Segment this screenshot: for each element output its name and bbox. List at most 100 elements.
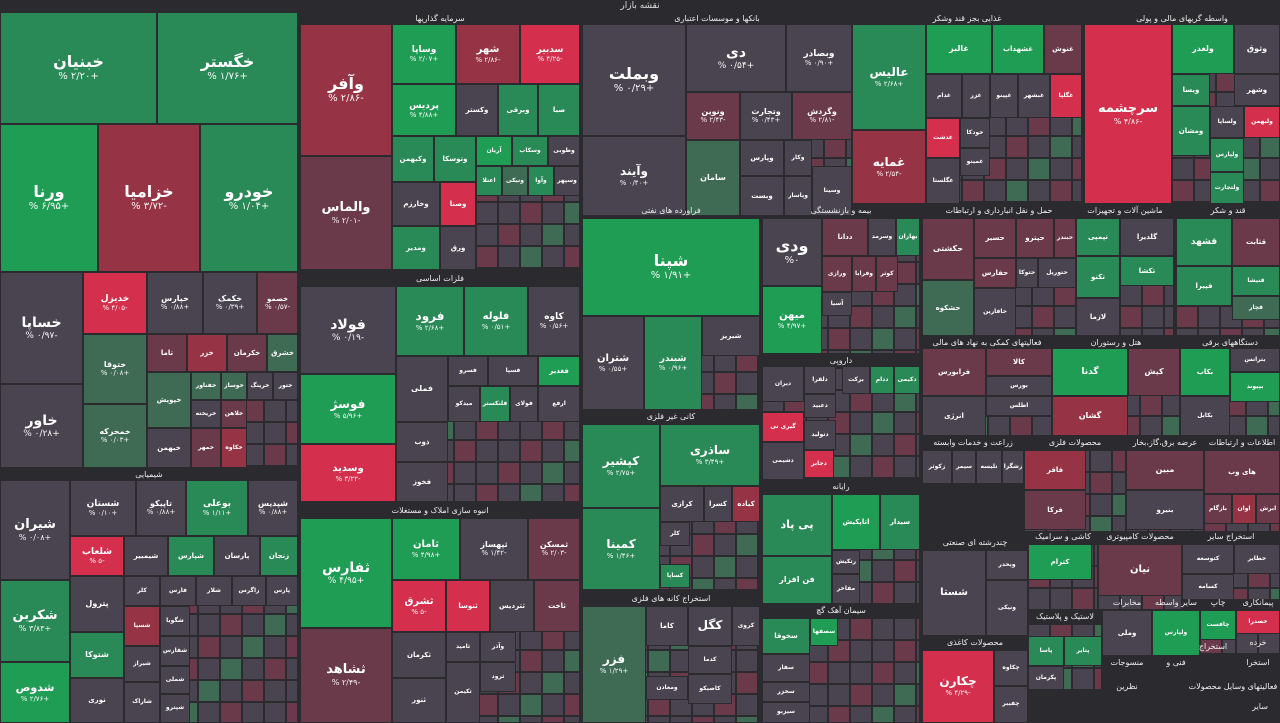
stock-tile[interactable]: خشرق [267,334,298,372]
stock-tile[interactable]: شپنا +۱/۹۱ % [582,218,760,316]
stock-tile[interactable]: وصنا [440,182,476,226]
stock-tile[interactable]: غشهداب [992,24,1044,74]
stock-tile[interactable]: ثاخت [534,580,580,632]
stock-tile[interactable]: وآوا [528,166,554,196]
stock-tile[interactable]: شلار [196,576,232,606]
stock-tile[interactable]: حکشتی [922,218,974,280]
stock-tile[interactable]: حبندر [1054,218,1076,258]
stock-tile[interactable]: تکشا [1120,256,1174,286]
stock-tile[interactable]: ثشرق -۵ % [392,580,446,632]
stock-tile[interactable]: وکستر [456,84,498,136]
stock-tile[interactable]: فارس [160,576,196,606]
stock-tile[interactable]: خزامیا -۳/۷۲ % [98,124,200,272]
stock-tile[interactable]: قثابت [1232,218,1280,266]
stock-tile[interactable]: غمینو [960,148,990,176]
stock-tile[interactable]: ولغدر [1172,24,1234,74]
stock-tile[interactable]: حفارس [974,258,1016,288]
stock-tile[interactable]: شلعاب -۵ % [70,536,124,576]
stock-tile[interactable]: فرابورس [922,348,986,396]
stock-tile[interactable]: خپویش [147,372,191,428]
stock-tile[interactable]: تلیسه [976,450,1002,484]
stock-tile[interactable]: کدما [688,646,732,674]
stock-tile[interactable]: ثامان +۴/۹۸ % [392,518,460,580]
stock-tile[interactable]: بپیوند [1230,372,1280,402]
stock-tile[interactable]: پاسا [1028,636,1064,666]
stock-tile[interactable]: میهن +۴/۹۷ % [762,286,822,354]
stock-tile[interactable]: دلقرا [804,366,836,394]
stock-tile[interactable]: دکیمی [894,366,920,394]
stock-tile[interactable]: وپارس [740,140,784,176]
stock-tile[interactable]: ویسا [1172,74,1210,106]
stock-tile[interactable]: بورس [986,376,1052,396]
stock-tile[interactable]: غگلپا [1050,74,1082,118]
stock-tile[interactable]: غزر [962,74,990,118]
stock-tile[interactable]: خوساز [221,372,247,400]
stock-tile[interactable]: شیراز [124,646,160,682]
stock-tile[interactable]: شیران +۰/۰۸ % [0,480,70,580]
stock-tile[interactable]: وبحدر [986,550,1028,580]
stock-tile[interactable]: ثمسکن -۲/۰۳ % [528,518,580,580]
stock-tile[interactable]: پکرمان [1028,666,1064,690]
stock-tile[interactable]: کاوه +۰/۵۶ % [528,286,580,356]
stock-tile[interactable]: فولای [510,386,538,422]
stock-tile[interactable]: غگلستا [926,158,960,204]
stock-tile[interactable]: زاگرس [232,576,266,606]
stock-tile[interactable]: فسپا [488,356,538,386]
stock-tile[interactable]: ودی %۰ [762,218,822,286]
stock-tile[interactable]: دیران [762,366,804,402]
stock-tile[interactable]: پتایر [1064,636,1102,666]
stock-tile[interactable]: تپمپی [1076,218,1120,256]
stock-tile[interactable]: سیدار [880,494,920,550]
stock-tile[interactable]: وگردش -۲/۸۱ % [792,92,852,140]
stock-tile[interactable]: فافر [1024,450,1086,490]
stock-tile[interactable]: ولتجارت [1210,172,1244,204]
stock-tile[interactable]: ذوب [396,422,448,462]
stock-tile[interactable]: اعتلا [476,166,502,196]
stock-tile[interactable]: خزر [187,334,227,372]
stock-tile[interactable]: وطوبی [548,136,580,166]
stock-tile[interactable]: وسپهر [554,166,580,196]
stock-tile[interactable]: وشهر [1234,74,1280,106]
stock-tile[interactable]: فرکا [1024,490,1086,530]
stock-tile[interactable]: شبندر +۰/۹۶ % [644,316,702,410]
stock-tile[interactable]: ثکرمان [392,632,446,678]
stock-tile[interactable]: پردیس +۴/۸۸ % [392,84,456,136]
stock-tile[interactable]: فرود +۲/۶۸ % [396,286,464,356]
stock-tile[interactable]: کترام [1028,544,1092,580]
stock-tile[interactable]: والماس -۲/۰۱ % [300,156,392,270]
stock-tile[interactable]: خبهمن [147,428,191,468]
stock-tile[interactable]: دعبید [804,394,836,418]
stock-tile[interactable]: حتوکا [1016,258,1038,288]
stock-tile[interactable]: وکبهمن [392,136,434,182]
stock-tile[interactable]: کساپا [660,564,690,588]
stock-tile[interactable]: قچار [1232,296,1280,320]
stock-tile[interactable]: وکار [784,140,812,176]
stock-tile[interactable]: کگل [688,606,732,646]
stock-tile[interactable]: بازگام [1204,494,1232,524]
stock-tile[interactable]: شپارس [168,536,214,576]
stock-tile[interactable]: خرینگ [247,372,273,400]
stock-tile[interactable]: خمهر [191,428,221,468]
stock-tile[interactable]: دشیمی [762,442,804,480]
stock-tile[interactable]: شتران +۰/۵۵ % [582,316,644,410]
stock-tile[interactable]: دجابر [804,450,834,478]
stock-tile[interactable]: فلنکستر [480,386,510,422]
stock-tile[interactable]: چافست [1200,610,1236,640]
stock-tile[interactable]: وملی [1102,610,1152,656]
stock-tile[interactable]: ولبهمن [1244,106,1280,138]
stock-tile[interactable]: شستا [922,550,986,636]
stock-tile[interactable]: عالیس +۲/۶۸ % [852,24,926,130]
stock-tile[interactable]: ورق [440,226,476,270]
stock-tile[interactable]: غدشت [926,118,960,158]
stock-tile[interactable]: تکنو [1076,256,1120,298]
stock-tile[interactable]: ومعادن [646,676,688,700]
stock-tile[interactable]: پارس [266,576,298,606]
stock-tile[interactable]: ثتردیس [490,580,534,632]
stock-tile[interactable]: وآذر [480,632,516,662]
stock-tile[interactable]: خودرو +۱/۰۴ % [200,124,298,272]
stock-tile[interactable]: پارسان [214,536,260,576]
stock-tile[interactable]: خگستر +۱/۷۶ % [157,12,298,124]
stock-tile[interactable]: کیش [1128,348,1180,396]
stock-tile[interactable]: وسرمد [868,218,896,256]
stock-tile[interactable]: وسکاب [512,136,548,166]
